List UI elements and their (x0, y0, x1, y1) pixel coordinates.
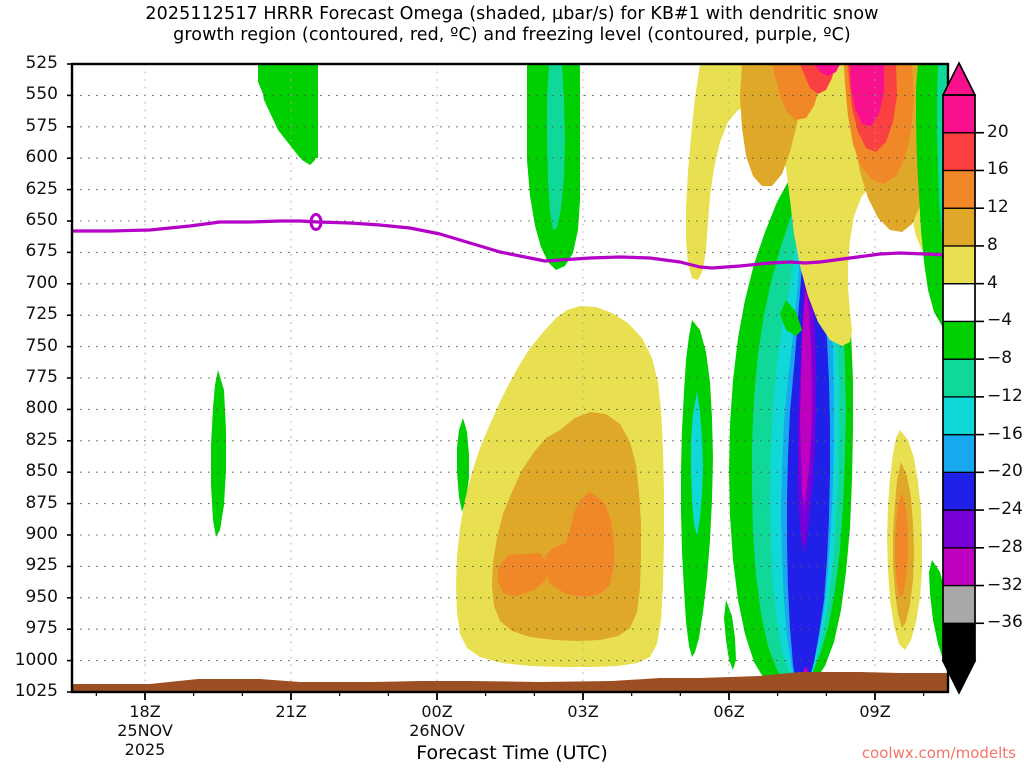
y-axis-tick-label: 575 (25, 115, 58, 136)
y-axis-ticks (67, 63, 72, 693)
x-axis-tick-label: 06Z (713, 702, 744, 721)
colorbar-frame (942, 94, 976, 662)
x-axis-title: Forecast Time (UTC) (416, 742, 608, 764)
y-axis-tick-label: 600 (25, 147, 58, 168)
y-axis-tick-label: 525 (25, 53, 58, 73)
chart-title-line-2: growth region (contoured, red, ºC) and f… (173, 25, 851, 45)
omega-shading-layer (211, 64, 948, 692)
colorbar-tick-label: −12 (987, 385, 1023, 406)
colorbar-band (942, 584, 976, 624)
colorbar-band (942, 471, 976, 511)
contour-band-orange-center-2 (498, 553, 548, 596)
colorbar-tick-label: −28 (987, 536, 1023, 557)
colorbar-band (942, 320, 976, 360)
colorbar-band (942, 94, 976, 134)
y-axis-tick-label: 850 (25, 461, 58, 482)
contour-band-green-small-1 (724, 600, 736, 670)
y-axis-tick-label: 975 (25, 618, 58, 639)
colorbar-tick-label: 12 (987, 197, 1009, 218)
colorbar-band (942, 433, 976, 473)
x-tick-time: 03Z (567, 702, 599, 721)
contour-band-teal-4 (547, 64, 565, 230)
terrain-profile (72, 672, 948, 692)
colorbar-tick-label: −32 (987, 574, 1023, 595)
y-axis-tick-label: 675 (25, 241, 58, 262)
x-tick-time: 21Z (275, 702, 307, 721)
y-axis-tick-label: 625 (25, 178, 58, 199)
y-axis-tick-label: 725 (25, 304, 58, 325)
contour-band-magenta-right (790, 64, 884, 126)
colorbar-band (942, 622, 976, 662)
chart-title: 2025112517 HRRR Forecast Omega (shaded, … (0, 4, 1024, 46)
contour-band-orange-rightlow (895, 494, 908, 598)
contour-band-teal-5 (691, 392, 703, 536)
x-axis-ticks (95, 692, 925, 700)
colorbar-band (942, 245, 976, 285)
source-watermark: coolwx.com/modelts (861, 744, 1016, 762)
colorbar-band (942, 509, 976, 549)
contour-band-green-2 (211, 370, 226, 537)
colorbar-tick-label: 8 (987, 234, 998, 255)
y-axis-tick-label: 925 (25, 555, 58, 576)
x-tick-date: 25NOV (117, 721, 173, 740)
x-tick-time: 18Z (129, 702, 161, 721)
y-axis-tick-label: 700 (25, 272, 58, 293)
colorbar-band (942, 358, 976, 398)
colorbar-band (942, 283, 976, 323)
freezing-level-zero-label (309, 213, 323, 231)
x-tick-time: 00Z (421, 702, 453, 721)
colorbar-band (942, 547, 976, 587)
chart-title-line-1: 2025112517 HRRR Forecast Omega (shaded, … (145, 4, 879, 24)
x-tick-date: 26NOV (409, 721, 465, 740)
y-axis-labels: 525 550 575 600 625 650 675 700 725 750 775 800 825 8… (0, 0, 70, 768)
y-axis-tick-label: 875 (25, 492, 58, 513)
x-axis-tick-label: 21Z (275, 702, 306, 721)
y-axis-tick-label: 775 (25, 367, 58, 387)
x-axis-tick-label: 09Z (859, 702, 890, 721)
colorbar-band (942, 169, 976, 209)
freezing-level-layer (72, 213, 948, 270)
terrain-layer (72, 672, 948, 692)
y-axis-tick-label: 550 (25, 84, 58, 105)
colorbar-tick-label: 4 (987, 272, 998, 293)
x-tick-year: 2025 (124, 740, 166, 759)
freezing-level-line (72, 219, 948, 270)
colorbar-tick-label: 16 (987, 159, 1009, 180)
x-tick-time: 09Z (859, 702, 891, 721)
y-axis-tick-label: 1000 (14, 649, 58, 670)
contour-band-green-1b (258, 64, 318, 158)
colorbar-tick-label: −36 (987, 612, 1023, 633)
colorbar-band (942, 132, 976, 172)
colorbar-tick-label: −20 (987, 461, 1023, 482)
colorbar-tick-label: −24 (987, 499, 1023, 520)
contour-band-magenta-asc (800, 288, 812, 508)
y-axis-tick-label: 1025 (14, 681, 58, 701)
colorbar (941, 61, 984, 695)
y-axis-tick-label: 800 (25, 398, 58, 419)
contour-band-orange-center (544, 492, 614, 597)
colorbar-tick-label: −4 (987, 310, 1013, 331)
colorbar-tick-label: 20 (987, 121, 1009, 142)
y-axis-tick-label: 900 (25, 524, 58, 544)
colorbar-band (942, 396, 976, 436)
y-axis-tick-label: 950 (25, 586, 58, 607)
x-tick-time: 06Z (713, 702, 745, 721)
x-axis-tick-label: 00Z 26NOV (409, 702, 465, 740)
y-axis-tick-label: 650 (25, 210, 58, 230)
y-axis-tick-label: 825 (25, 429, 58, 450)
contour-band-green-small-2 (780, 300, 802, 336)
colorbar-band (942, 207, 976, 247)
colorbar-tick-label: −8 (987, 348, 1013, 369)
contour-band-green-3 (457, 418, 469, 512)
colorbar-ticks (975, 131, 984, 625)
x-axis-tick-label: 18Z 25NOV 2025 (117, 702, 173, 759)
colorbar-tick-label: −16 (987, 423, 1023, 444)
x-axis-tick-label: 03Z (567, 702, 598, 721)
y-axis-tick-label: 750 (25, 335, 58, 356)
